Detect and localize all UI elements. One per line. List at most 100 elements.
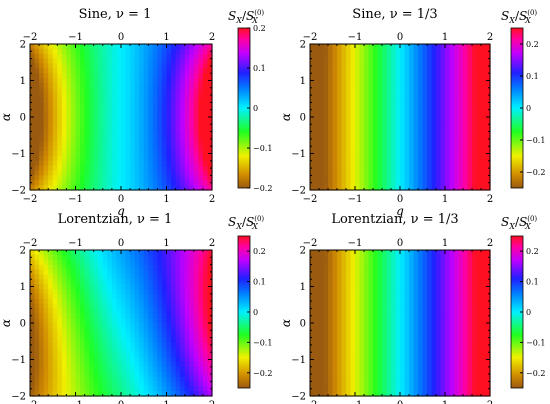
- heatmap-cell: [310, 141, 316, 147]
- heatmap-cell: [207, 160, 213, 167]
- heatmap-cell: [157, 318, 163, 324]
- heatmap-cell: [382, 274, 388, 280]
- heatmap-cell: [39, 366, 45, 373]
- heatmap-cell: [323, 155, 329, 162]
- heatmap-cell: [48, 264, 54, 271]
- heatmap-cell: [341, 170, 347, 176]
- heatmap-cell: [102, 97, 108, 103]
- heatmap-cell: [198, 250, 204, 256]
- heatmap-cell: [373, 121, 379, 128]
- heatmap-cell: [391, 332, 397, 339]
- heatmap-cell: [310, 82, 316, 89]
- heatmap-cell: [323, 366, 329, 373]
- heatmap-cell: [57, 78, 63, 84]
- heatmap-cell: [328, 357, 334, 363]
- heatmap-cell: [440, 391, 446, 397]
- heatmap-cell: [148, 313, 154, 319]
- heatmap-cell: [418, 170, 424, 176]
- heatmap-cell: [458, 102, 464, 108]
- heatmap-cell: [391, 318, 397, 324]
- heatmap-cell: [346, 313, 352, 319]
- heatmap-cell: [184, 371, 190, 378]
- heatmap-cell: [328, 63, 334, 69]
- heatmap-cell: [391, 376, 397, 382]
- heatmap-cell: [346, 264, 352, 271]
- heatmap-cell: [48, 63, 54, 69]
- heatmap-cell: [359, 376, 365, 382]
- heatmap-cell: [359, 284, 365, 290]
- heatmap-cell: [409, 337, 415, 344]
- heatmap-cell: [39, 141, 45, 147]
- heatmap-cell: [328, 303, 334, 309]
- heatmap-cell: [207, 332, 213, 339]
- heatmap-cell: [445, 342, 451, 348]
- heatmap-cell: [395, 284, 401, 290]
- heatmap-cell: [382, 136, 388, 142]
- heatmap-cell: [48, 274, 54, 280]
- heatmap-cell: [61, 97, 67, 103]
- heatmap-cell: [61, 279, 67, 285]
- heatmap-cell: [440, 126, 446, 133]
- heatmap-cell: [467, 92, 473, 99]
- heatmap-cell: [386, 337, 392, 344]
- heatmap-cell: [391, 185, 397, 191]
- heatmap-cell: [193, 87, 199, 94]
- heatmap-cell: [391, 155, 397, 162]
- heatmap-cell: [386, 284, 392, 290]
- heatmap-cell: [485, 141, 491, 147]
- heatmap-cell: [346, 250, 352, 256]
- y-tick-label: 2: [20, 246, 26, 257]
- heatmap-cell: [422, 332, 428, 339]
- heatmap-cell: [175, 264, 181, 271]
- heatmap-cell: [436, 160, 442, 167]
- heatmap-cell: [341, 102, 347, 108]
- heatmap-cell: [39, 337, 45, 344]
- heatmap-cell: [202, 141, 209, 147]
- heatmap-cell: [121, 44, 127, 50]
- heatmap-cell: [346, 102, 352, 108]
- heatmap-cell: [377, 274, 383, 280]
- heatmap-cell: [386, 386, 392, 392]
- heatmap-cell: [111, 361, 118, 368]
- heatmap-cell: [373, 279, 379, 285]
- heatmap-cell: [70, 117, 77, 123]
- heatmap-cell: [61, 361, 67, 368]
- heatmap-cell: [148, 250, 154, 256]
- heatmap-cell: [184, 136, 190, 142]
- heatmap-cell: [107, 352, 113, 358]
- heatmap-cell: [48, 107, 54, 113]
- heatmap-cell: [373, 180, 379, 186]
- heatmap-cell: [341, 126, 347, 133]
- heatmap-cells: [30, 44, 213, 191]
- heatmap-cell: [84, 371, 90, 378]
- heatmap-cell: [346, 376, 352, 382]
- heatmap-cell: [463, 352, 469, 358]
- heatmap-cell: [323, 279, 329, 285]
- heatmap-cell: [445, 63, 451, 69]
- heatmap-cell: [111, 160, 118, 167]
- heatmap-cell: [332, 371, 338, 378]
- heatmap-cell: [377, 165, 383, 172]
- heatmap-cell: [184, 112, 190, 118]
- heatmap-cell: [319, 131, 325, 138]
- heatmap-cell: [323, 48, 329, 55]
- heatmap-cell: [485, 87, 491, 94]
- heatmap-cell: [152, 146, 158, 152]
- heatmap-cell: [364, 87, 370, 94]
- heatmap-cell: [30, 269, 36, 275]
- heatmap-cell: [198, 284, 204, 290]
- heatmap-cell: [337, 82, 343, 89]
- heatmap-cell: [52, 298, 58, 305]
- heatmap-cell: [346, 73, 352, 79]
- heatmap-cell: [66, 284, 72, 290]
- heatmap-cell: [413, 279, 419, 285]
- heatmap-cell: [116, 53, 122, 60]
- heatmap-cell: [134, 337, 140, 344]
- heatmap-cell: [314, 250, 320, 256]
- heatmap-cell: [111, 165, 118, 172]
- heatmap-cell: [314, 303, 320, 309]
- heatmap-cell: [30, 68, 36, 74]
- heatmap-cell: [463, 180, 469, 186]
- heatmap-cell: [364, 170, 370, 176]
- heatmap-cell: [116, 146, 122, 152]
